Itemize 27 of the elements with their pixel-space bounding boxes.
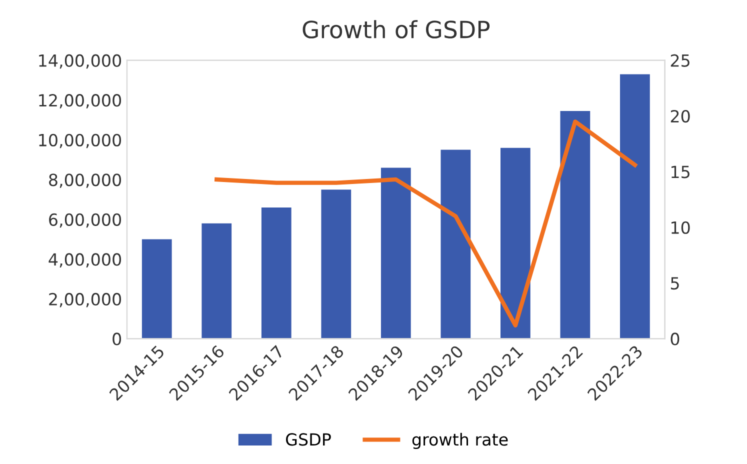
line-series	[214, 119, 638, 328]
y-tick-label: 10,00,000	[39, 134, 122, 148]
y2-tick-label: 10	[672, 221, 690, 234]
bar	[560, 111, 590, 339]
y-tick-label: 0	[112, 332, 122, 346]
legend-label: GSDP	[286, 433, 331, 446]
y2-tick-label: 5	[670, 277, 679, 290]
bar	[440, 150, 471, 339]
legend-label: growth rate	[412, 432, 508, 449]
chart-title: Growth of GSDP	[302, 20, 490, 38]
bar	[380, 168, 411, 339]
y2-tick-label: 15	[672, 166, 690, 178]
bar	[620, 74, 650, 339]
y-tick-label: 14,00,000	[39, 54, 122, 69]
bar	[202, 223, 232, 339]
y-tick-label: 12,00,000	[39, 94, 122, 108]
y-tick-label: 2,00,000	[49, 292, 122, 308]
y-tick-label: 8,00,000	[49, 174, 122, 188]
y-tick-label: 4,00,000	[48, 253, 122, 268]
y2-tick-label: 0	[670, 332, 680, 346]
y-tick-label: 6,00,000	[49, 213, 122, 228]
bar	[142, 239, 172, 339]
y2-tick-label: 20	[670, 110, 690, 123]
bar	[500, 148, 530, 339]
bar	[261, 207, 292, 339]
y2-tick-label: 25	[670, 54, 690, 67]
bar	[321, 190, 352, 339]
